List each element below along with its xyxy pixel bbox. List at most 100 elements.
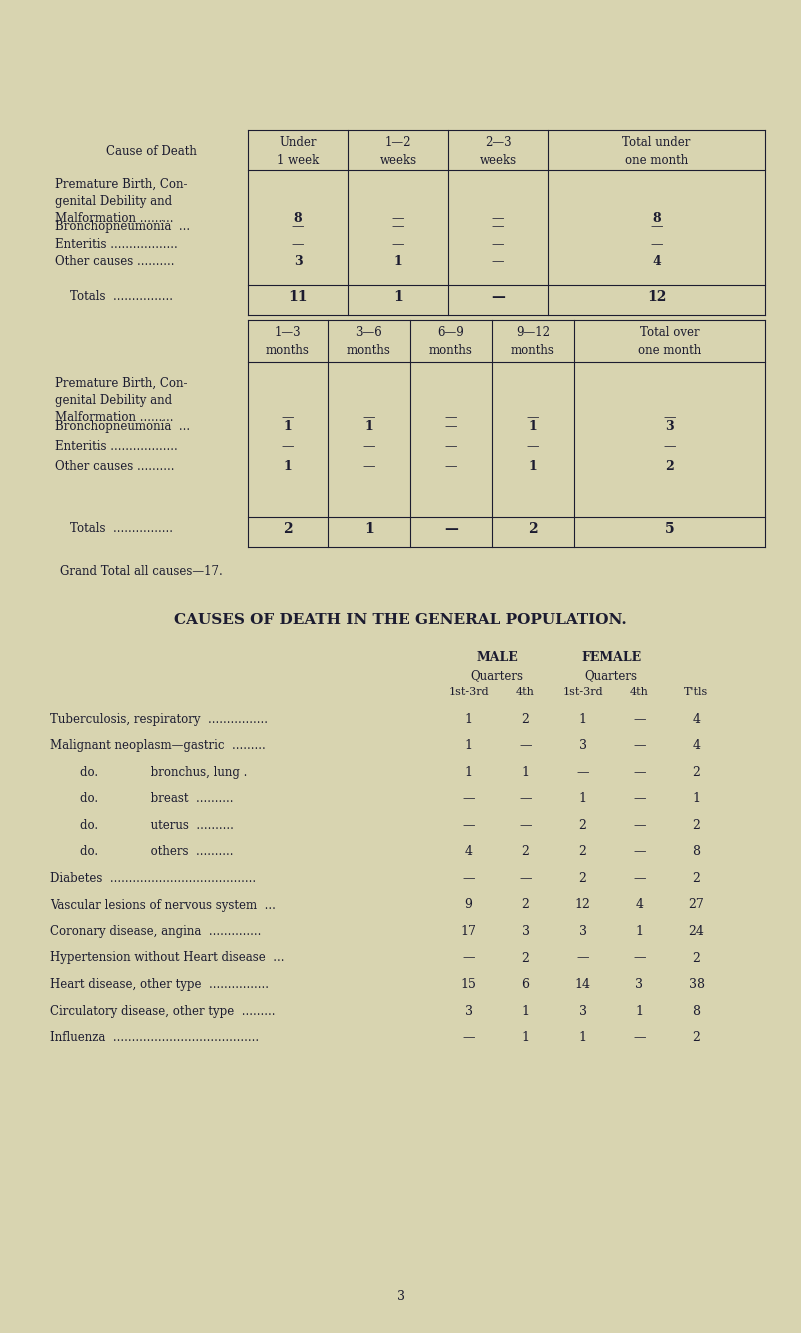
Text: 1: 1	[693, 793, 701, 805]
Text: 1: 1	[578, 793, 586, 805]
Text: Vascular lesions of nervous system  ...: Vascular lesions of nervous system ...	[50, 898, 276, 912]
Text: months: months	[511, 344, 555, 357]
Text: —: —	[492, 255, 505, 268]
Text: —: —	[527, 411, 539, 424]
Text: Quarters: Quarters	[470, 669, 524, 682]
Text: —: —	[444, 523, 458, 536]
Text: 3: 3	[396, 1290, 405, 1302]
Text: Totals  ................: Totals ................	[70, 291, 173, 303]
Text: —: —	[292, 239, 304, 251]
Text: —: —	[462, 952, 475, 965]
Text: Tuberculosis, respiratory  ................: Tuberculosis, respiratory ..............…	[50, 713, 268, 726]
Text: Bronchopneumonia  ...: Bronchopneumonia ...	[55, 420, 190, 433]
Text: 1: 1	[635, 1005, 643, 1017]
Text: 3—6: 3—6	[356, 327, 382, 339]
Text: —: —	[634, 766, 646, 778]
Text: 3: 3	[294, 255, 302, 268]
Text: Quarters: Quarters	[585, 669, 638, 682]
Text: Total under: Total under	[622, 136, 690, 149]
Text: —: —	[282, 440, 294, 453]
Text: 27: 27	[689, 898, 704, 912]
Text: 4: 4	[693, 713, 701, 726]
Text: 4th: 4th	[516, 686, 535, 697]
Text: 1: 1	[578, 713, 586, 726]
Text: —: —	[462, 793, 475, 805]
Text: 2: 2	[693, 766, 700, 778]
Text: —: —	[663, 440, 676, 453]
Text: 8: 8	[294, 212, 302, 225]
Text: T'tls: T'tls	[684, 686, 709, 697]
Text: 6—9: 6—9	[437, 327, 465, 339]
Text: 1st-3rd: 1st-3rd	[562, 686, 603, 697]
Text: 6: 6	[521, 978, 529, 990]
Text: 2: 2	[693, 952, 700, 965]
Text: —: —	[519, 793, 532, 805]
Text: 1: 1	[465, 740, 473, 753]
Text: 1: 1	[393, 255, 402, 268]
Text: 3: 3	[635, 978, 643, 990]
Text: 3: 3	[465, 1005, 473, 1017]
Text: 2: 2	[693, 872, 700, 885]
Text: months: months	[347, 344, 391, 357]
Text: —: —	[363, 411, 375, 424]
Text: 2: 2	[521, 845, 529, 858]
Text: do.              others  ..........: do. others ..........	[50, 845, 234, 858]
Text: 3: 3	[521, 925, 529, 938]
Text: —: —	[492, 212, 505, 225]
Text: Bronchopneumonia  ...: Bronchopneumonia ...	[55, 220, 190, 233]
Text: 4: 4	[652, 255, 661, 268]
Text: Influenza  .......................................: Influenza ..............................…	[50, 1030, 260, 1044]
Text: —: —	[491, 291, 505, 304]
Text: 24: 24	[689, 925, 704, 938]
Text: 2—3: 2—3	[485, 136, 511, 149]
Text: —: —	[392, 212, 405, 225]
Text: —: —	[445, 440, 457, 453]
Text: —: —	[363, 440, 375, 453]
Text: 1: 1	[521, 1005, 529, 1017]
Text: 3: 3	[578, 1005, 586, 1017]
Text: 2: 2	[521, 952, 529, 965]
Text: 2: 2	[693, 818, 700, 832]
Text: 8: 8	[693, 845, 701, 858]
Text: —: —	[650, 239, 662, 251]
Text: —: —	[462, 1030, 475, 1044]
Text: genital Debility and: genital Debility and	[55, 195, 172, 208]
Text: —: —	[576, 952, 589, 965]
Text: Other causes ..........: Other causes ..........	[55, 255, 175, 268]
Text: 2: 2	[665, 460, 674, 473]
Text: Heart disease, other type  ................: Heart disease, other type ..............…	[50, 978, 269, 990]
Text: 2: 2	[528, 523, 537, 536]
Text: 1: 1	[521, 1030, 529, 1044]
Text: 1: 1	[465, 766, 473, 778]
Text: 1: 1	[529, 460, 537, 473]
Text: 8: 8	[652, 212, 661, 225]
Text: —: —	[634, 845, 646, 858]
Text: months: months	[429, 344, 473, 357]
Text: Under: Under	[280, 136, 316, 149]
Text: one month: one month	[638, 344, 701, 357]
Text: 9—12: 9—12	[516, 327, 550, 339]
Text: 1—2: 1—2	[384, 136, 411, 149]
Text: Totals  ................: Totals ................	[70, 523, 173, 535]
Text: do.              bronchus, lung .: do. bronchus, lung .	[50, 766, 248, 778]
Text: 3: 3	[578, 740, 586, 753]
Text: 4: 4	[465, 845, 473, 858]
Text: 11: 11	[288, 291, 308, 304]
Text: —: —	[663, 411, 676, 424]
Text: —: —	[492, 239, 505, 251]
Text: Coronary disease, angina  ..............: Coronary disease, angina ..............	[50, 925, 261, 938]
Text: 12: 12	[574, 898, 590, 912]
Text: 1: 1	[284, 420, 292, 433]
Text: 4th: 4th	[630, 686, 649, 697]
Text: genital Debility and: genital Debility and	[55, 395, 172, 407]
Text: 4: 4	[693, 740, 701, 753]
Text: —: —	[462, 872, 475, 885]
Text: Diabetes  .......................................: Diabetes ...............................…	[50, 872, 256, 885]
Text: 2: 2	[284, 523, 293, 536]
Text: weeks: weeks	[480, 155, 517, 167]
Text: —: —	[445, 460, 457, 473]
Text: 1: 1	[393, 291, 403, 304]
Text: 38: 38	[689, 978, 705, 990]
Text: —: —	[634, 1030, 646, 1044]
Text: 2: 2	[578, 845, 586, 858]
